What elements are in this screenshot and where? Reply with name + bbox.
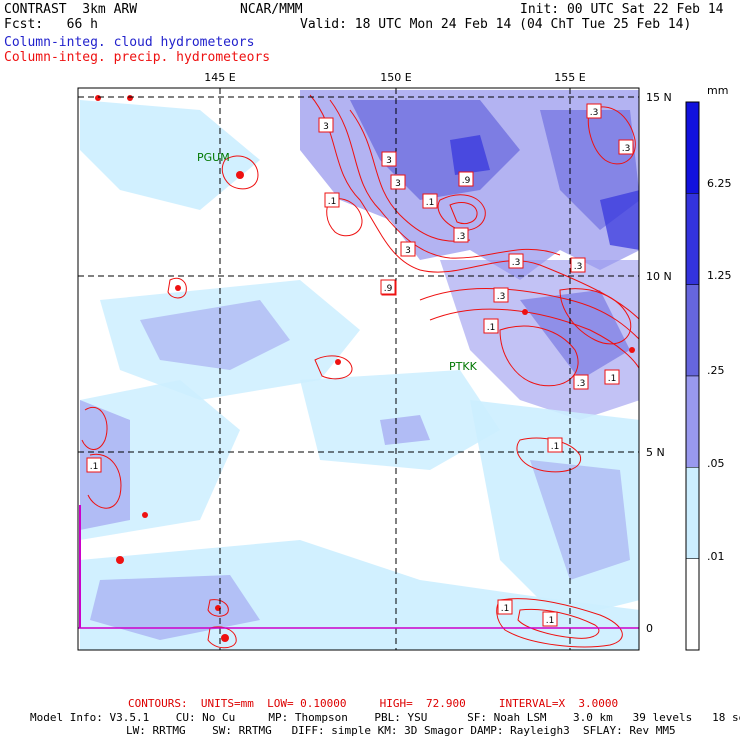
contour-label: .3: [622, 144, 631, 154]
legend-units: mm: [707, 84, 728, 97]
contour-label-box: [497, 599, 513, 615]
contour-label: 3: [386, 156, 392, 166]
field-cloud-label: Column-integ. cloud hydrometeors: [4, 35, 255, 50]
contour-label-box: [318, 117, 334, 133]
precip-contours: [81, 94, 639, 649]
legend-swatch: [685, 284, 700, 377]
legend-label: 6.25: [707, 177, 732, 190]
contour-label: 3: [405, 246, 411, 256]
contour-label: .3: [574, 262, 583, 272]
legend-label: .01: [707, 550, 725, 563]
contour-label: 3: [395, 179, 401, 189]
contour-label-box: [453, 227, 469, 243]
contour-label: 3: [323, 122, 329, 132]
lon-label: 150 E: [380, 71, 411, 84]
contour-label-box: [390, 174, 406, 190]
contour-label: .3: [577, 379, 586, 389]
contour-label: .1: [551, 442, 560, 452]
station-label-pgum: PGUM: [197, 151, 230, 164]
contour-label-box: [586, 103, 602, 119]
contour-label: .1: [608, 374, 617, 384]
init-time: Init: 00 UTC Sat 22 Feb 14: [520, 2, 724, 17]
contour-label: .1: [328, 197, 337, 207]
lat-label: 0: [646, 622, 653, 635]
legend-swatch: [685, 467, 700, 559]
lat-label: 10 N: [646, 270, 672, 283]
legend-label: .05: [707, 457, 725, 470]
contour-label-box: [570, 257, 586, 273]
lon-label: 145 E: [204, 71, 235, 84]
lon-label: 155 E: [554, 71, 585, 84]
contour-label-box: [483, 318, 499, 334]
physics-info: LW: RRTMG SW: RRTMG DIFF: simple KM: 3D …: [126, 724, 676, 737]
field-precip-label: Column-integ. precip. hydrometeors: [4, 50, 271, 65]
contour-label-box: [604, 369, 620, 385]
contour-label: .3: [590, 108, 599, 118]
contour-label-box: [547, 437, 563, 453]
legend-swatch: [685, 375, 700, 468]
contour-info: CONTOURS: UNITS=mm LOW= 0.10000 HIGH= 72…: [128, 697, 619, 710]
contour-label: .3: [497, 292, 506, 302]
lat-label: 5 N: [646, 446, 665, 459]
legend-swatch: [685, 558, 700, 651]
contour-label: .1: [487, 323, 496, 333]
contour-label: .1: [426, 198, 435, 208]
model-info: Model Info: V3.5.1 CU: No Cu MP: Thompso…: [30, 711, 740, 724]
contour-label: .1: [90, 462, 99, 472]
contour-label: .1: [546, 616, 555, 626]
contour-label-box: [493, 287, 509, 303]
contour-label: .9: [462, 176, 471, 186]
contour-label-box: [86, 457, 102, 473]
contour-label-box: [508, 253, 524, 269]
contour-label-box: [400, 241, 416, 257]
contour-label-box: [542, 611, 558, 627]
contour-label-box: [422, 193, 438, 209]
lat-label: 15 N: [646, 91, 672, 104]
legend-frame: [685, 101, 700, 651]
legend-colorbar: [685, 101, 700, 651]
legend-swatch: [685, 193, 700, 285]
station-label-ptkk: PTKK: [449, 360, 478, 373]
contour-label: .9: [384, 284, 393, 294]
contour-label-box: [458, 171, 474, 187]
legend-label: .25: [707, 364, 725, 377]
legend-label: 1.25: [707, 269, 732, 282]
contour-label-box: [573, 374, 589, 390]
contour-label-box: [381, 151, 397, 167]
forecast-hour: Fcst: 66 h: [4, 17, 98, 32]
map-frame: [77, 87, 640, 651]
contour-label-box: [618, 139, 634, 155]
contour-label-box: [380, 279, 396, 295]
valid-time: Valid: 18 UTC Mon 24 Feb 14 (04 ChT Tue …: [300, 17, 692, 32]
legend-swatch: [685, 101, 700, 194]
contour-label: .1: [501, 604, 510, 614]
contour-label: .3: [457, 232, 466, 242]
center-name: NCAR/MMM: [240, 2, 303, 17]
model-title: CONTRAST 3km ARW: [4, 2, 138, 17]
contour-label-box: [324, 192, 340, 208]
contour-label: .3: [512, 258, 521, 268]
